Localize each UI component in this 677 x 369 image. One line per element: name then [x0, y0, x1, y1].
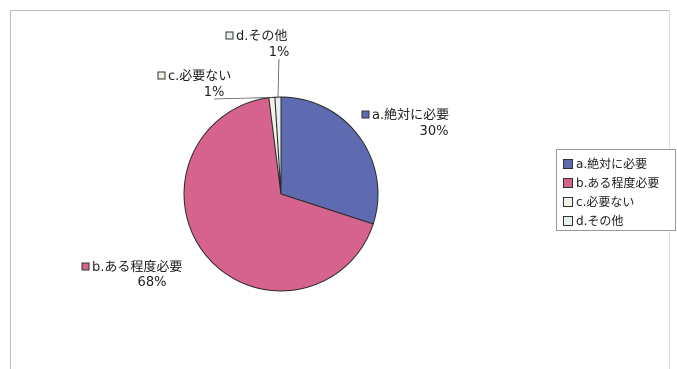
legend-label-a: a.絶対に必要	[576, 157, 648, 171]
data-label-category-a: a.絶対に必要	[372, 107, 449, 123]
legend-item-c: c.必要ない	[563, 192, 671, 211]
data-label-swatch-d	[225, 31, 234, 40]
legend-swatch-c	[563, 196, 573, 207]
legend-label-d: d.その他	[576, 214, 624, 228]
data-label-value-d: 1%	[269, 45, 290, 60]
legend-swatch-a	[563, 158, 573, 169]
leader-line-c	[213, 97, 272, 100]
legend: a.絶対に必要 b.ある程度必要 c.必要ない d.その他	[556, 149, 676, 231]
chart-frame-top	[10, 10, 670, 11]
leader-line-d	[277, 58, 280, 98]
data-label-swatch-c	[157, 71, 166, 80]
legend-item-a: a.絶対に必要	[563, 154, 671, 173]
data-label-swatch-b	[81, 262, 90, 271]
pie-slice-b	[183, 97, 374, 292]
data-label-value-b: 68%	[138, 275, 167, 290]
legend-item-b: b.ある程度必要	[563, 173, 671, 192]
legend-swatch-d	[563, 215, 573, 226]
legend-label-c: c.必要ない	[576, 195, 635, 209]
pie-slice-a	[280, 96, 379, 225]
legend-item-d: d.その他	[563, 211, 671, 230]
legend-label-b: b.ある程度必要	[576, 176, 660, 190]
data-label-value-a: 30%	[420, 124, 449, 139]
pie-slices	[183, 96, 379, 292]
data-label-value-c: 1%	[204, 85, 225, 100]
data-label-swatch-a	[361, 110, 370, 119]
data-label-category-b: b.ある程度必要	[92, 259, 182, 275]
data-label-category-d: d.その他	[236, 29, 287, 44]
data-label-category-c: c.必要ない	[168, 69, 231, 84]
chart-frame-left	[10, 10, 11, 369]
legend-swatch-b	[563, 177, 573, 188]
